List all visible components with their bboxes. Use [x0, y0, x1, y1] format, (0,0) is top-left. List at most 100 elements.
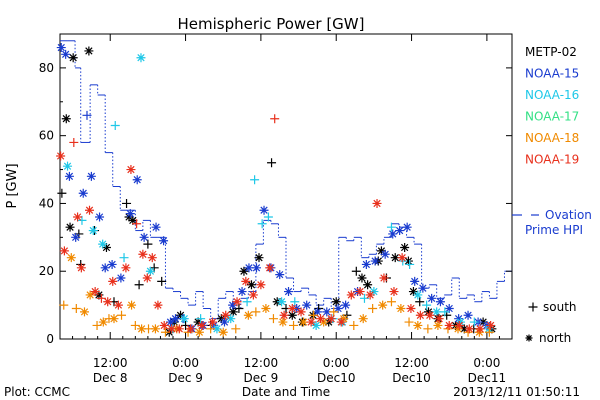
point-metp-02 — [267, 158, 277, 168]
point-noaa-15 — [380, 249, 390, 259]
chart-title: Hemispheric Power [GW] — [178, 15, 365, 33]
point-noaa-18 — [137, 324, 147, 334]
x-tick-label-time: 0:00 — [323, 356, 350, 370]
point-noaa-18 — [59, 300, 69, 310]
point-noaa-19 — [279, 310, 289, 320]
point-noaa-19 — [85, 205, 95, 215]
legend-entry: NOAA-17 — [525, 110, 579, 124]
point-noaa-15 — [370, 256, 380, 266]
point-metp-02 — [363, 280, 373, 290]
point-noaa-19 — [389, 287, 399, 297]
point-noaa-19 — [256, 280, 266, 290]
point-noaa-19 — [415, 310, 425, 320]
point-noaa-18 — [261, 304, 271, 313]
point-noaa-19 — [208, 317, 218, 327]
point-noaa-18 — [66, 253, 76, 263]
point-noaa-15 — [361, 259, 371, 269]
point-noaa-16 — [277, 297, 287, 307]
y-tick-label: 60 — [39, 129, 54, 143]
point-noaa-15 — [100, 263, 110, 273]
point-noaa-15 — [418, 283, 428, 293]
legend-entry: NOAA-15 — [525, 67, 579, 81]
point-noaa-15 — [251, 263, 261, 273]
point-noaa-15 — [125, 209, 135, 219]
point-noaa-16 — [145, 266, 155, 276]
point-noaa-15 — [219, 317, 229, 327]
point-noaa-18 — [319, 317, 329, 327]
point-metp-02 — [478, 317, 488, 327]
point-metp-02 — [176, 310, 186, 320]
point-noaa-18 — [299, 317, 309, 327]
ovation-prime-hpi-line — [60, 40, 512, 320]
point-noaa-19 — [59, 246, 69, 256]
point-metp-02 — [94, 290, 104, 300]
point-noaa-15 — [333, 304, 343, 313]
point-metp-02 — [357, 273, 367, 283]
point-noaa-18 — [358, 314, 368, 324]
point-noaa-16 — [386, 222, 396, 232]
point-noaa-18 — [278, 317, 288, 327]
point-noaa-15 — [139, 232, 149, 242]
point-metp-02 — [68, 53, 78, 63]
point-noaa-18 — [433, 320, 443, 330]
point-noaa-19 — [454, 320, 464, 330]
point-noaa-16 — [136, 53, 146, 63]
point-metp-02 — [459, 324, 469, 334]
point-noaa-18 — [349, 320, 359, 330]
point-noaa-18 — [79, 307, 89, 317]
point-metp-02 — [181, 320, 191, 330]
point-metp-02 — [61, 114, 71, 124]
point-noaa-16 — [369, 287, 379, 297]
point-noaa-15 — [444, 304, 454, 313]
point-metp-02 — [424, 307, 434, 317]
point-noaa-15 — [64, 171, 74, 181]
point-noaa-16 — [98, 239, 108, 249]
point-noaa-19 — [76, 263, 86, 273]
point-noaa-15 — [237, 287, 247, 297]
point-noaa-16 — [311, 320, 321, 330]
point-noaa-16 — [257, 219, 267, 229]
point-metp-02 — [254, 253, 264, 263]
point-noaa-15 — [435, 297, 445, 307]
point-noaa-19 — [69, 137, 79, 147]
point-noaa-18 — [117, 310, 127, 320]
point-noaa-19 — [355, 287, 365, 297]
point-noaa-19 — [232, 297, 242, 307]
point-metp-02 — [351, 266, 361, 276]
point-noaa-15 — [312, 307, 322, 317]
point-metp-02 — [246, 280, 256, 290]
point-noaa-18 — [378, 300, 388, 310]
point-noaa-15 — [171, 314, 181, 324]
point-noaa-15 — [82, 110, 92, 120]
point-metp-02 — [84, 46, 94, 56]
point-noaa-16 — [212, 324, 222, 334]
point-noaa-15 — [244, 263, 254, 273]
point-noaa-18 — [98, 317, 108, 327]
point-noaa-15 — [275, 270, 285, 280]
x-tick-label-time: 0:00 — [172, 356, 199, 370]
legend-entry: NOAA-19 — [525, 153, 579, 167]
point-metp-02 — [143, 239, 153, 249]
point-metp-02 — [408, 287, 418, 297]
y-tick-label: 20 — [39, 264, 54, 278]
x-tick-label-date: Dec11 — [468, 371, 507, 385]
point-noaa-19 — [316, 314, 326, 324]
point-noaa-18 — [474, 327, 484, 337]
point-noaa-19 — [397, 253, 407, 263]
point-metp-02 — [134, 280, 144, 290]
point-noaa-15 — [151, 222, 161, 232]
point-noaa-18 — [368, 304, 378, 313]
point-noaa-19 — [270, 114, 280, 124]
y-tick-label: 40 — [39, 196, 54, 210]
point-noaa-15 — [56, 43, 66, 53]
point-noaa-19 — [241, 276, 251, 286]
point-noaa-19 — [197, 320, 207, 330]
point-noaa-16 — [250, 175, 260, 185]
point-noaa-19 — [113, 300, 123, 310]
point-metp-02 — [128, 215, 138, 225]
point-metp-02 — [376, 246, 386, 256]
point-noaa-18 — [289, 320, 299, 330]
point-noaa-16 — [263, 212, 273, 222]
point-noaa-19 — [103, 297, 113, 307]
point-noaa-16 — [196, 314, 206, 324]
